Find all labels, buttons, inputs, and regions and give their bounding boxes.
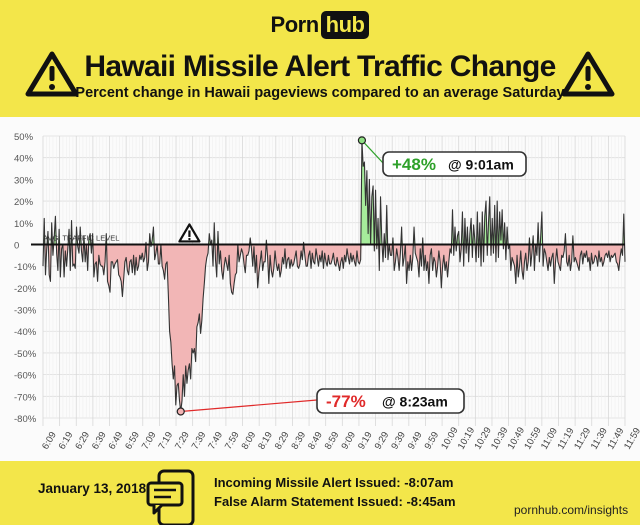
x-tick-label: 9:09 bbox=[339, 430, 358, 452]
annotation-value: +48% bbox=[392, 155, 436, 174]
warning-icon bbox=[561, 51, 615, 97]
x-tick-label: 6:29 bbox=[73, 430, 92, 452]
y-tick-label: -70% bbox=[14, 392, 37, 403]
chart-area: 50% 40% 30% 20% 10% 0 -10% -20% -30% -40% -50% -60%… bbox=[0, 117, 640, 461]
annotation-value: -77% bbox=[326, 392, 366, 411]
warning-icon bbox=[25, 51, 79, 97]
y-tick-label: 10% bbox=[14, 219, 34, 230]
y-tick-label: 0 bbox=[14, 240, 19, 251]
x-tick-label: 8:39 bbox=[290, 430, 309, 452]
annotation-box bbox=[316, 388, 465, 414]
x-tick-label: 6:49 bbox=[107, 430, 126, 452]
x-tick-label: 6:39 bbox=[90, 430, 109, 452]
page-title: Hawaii Missile Alert Traffic Change bbox=[84, 50, 556, 83]
y-tick-label: -30% bbox=[14, 306, 37, 317]
traffic-line bbox=[42, 139, 626, 413]
annotation-point bbox=[357, 136, 367, 145]
x-tick-label: 9:19 bbox=[356, 430, 375, 452]
x-tick-label: 8:59 bbox=[323, 430, 342, 452]
annotation-box bbox=[382, 151, 527, 177]
footer bbox=[0, 461, 640, 525]
x-tick-label: 9:29 bbox=[373, 430, 392, 452]
x-tick-label: 6:19 bbox=[57, 430, 76, 452]
traffic-chart: 50% 40% 30% 20% 10% 0 -10% -20% -30% -40% -50% -60%… bbox=[14, 132, 640, 452]
x-tick-label: 9:39 bbox=[389, 430, 408, 452]
x-tick-label: 7:49 bbox=[206, 430, 225, 452]
alert-marker-dot bbox=[188, 237, 191, 241]
negative-area bbox=[43, 244, 625, 412]
date-label: January 13, 2018 bbox=[38, 481, 147, 496]
y-tick-label: -50% bbox=[14, 349, 37, 360]
logo: Porn hub bbox=[0, 11, 640, 39]
y-tick-label: -40% bbox=[14, 327, 37, 338]
logo-badge: hub bbox=[320, 11, 370, 39]
baseline-label: AVG. TRAFFIC LEVEL bbox=[43, 233, 119, 242]
x-tick-label: 6:09 bbox=[40, 430, 59, 452]
x-tick-label: 6:59 bbox=[123, 430, 142, 452]
x-tick-label: 7:39 bbox=[190, 430, 209, 452]
alert-marker-bar bbox=[188, 230, 191, 237]
missile-alert-time: -8:07am bbox=[404, 475, 454, 490]
x-tick-label: 9:49 bbox=[406, 430, 425, 452]
phone-message-icon bbox=[146, 469, 195, 525]
x-tick-label: 7:19 bbox=[156, 430, 175, 452]
y-tick-label: 30% bbox=[14, 175, 34, 186]
x-tick-label: 8:19 bbox=[256, 430, 275, 452]
annotation-time: @ 8:23am bbox=[382, 394, 448, 410]
y-tick-label: -80% bbox=[14, 414, 37, 425]
y-tick-label: 20% bbox=[14, 197, 34, 208]
annotation-point bbox=[176, 407, 185, 416]
missile-alert-label: Incoming Missile Alert Issued: bbox=[214, 475, 401, 490]
x-tick-label: 7:29 bbox=[173, 430, 192, 452]
false-alarm-time: -8:45am bbox=[406, 494, 456, 509]
false-alarm-label: False Alarm Statement Issued: bbox=[214, 494, 403, 509]
x-tick-label: 7:09 bbox=[140, 430, 159, 452]
page-subtitle: Percent change in Hawaii pageviews compa… bbox=[75, 85, 565, 101]
annotation-leader bbox=[361, 139, 384, 164]
x-tick-label: 8:29 bbox=[273, 430, 292, 452]
y-tick-label: -60% bbox=[14, 371, 37, 382]
annotation-time: @ 9:01am bbox=[448, 157, 514, 173]
y-tick-label: -20% bbox=[14, 284, 37, 295]
missile-alert-note: Incoming Missile Alert Issued: -8:07am bbox=[214, 475, 453, 490]
x-tick-label: 8:09 bbox=[240, 430, 259, 452]
x-tick-label: 9:59 bbox=[423, 430, 442, 452]
header bbox=[0, 0, 640, 117]
y-tick-label: 50% bbox=[14, 132, 34, 143]
false-alarm-note: False Alarm Statement Issued: -8:45am bbox=[214, 494, 456, 509]
x-tick-label: 11:59 bbox=[622, 426, 640, 451]
x-tick-label: 7:59 bbox=[223, 430, 242, 452]
source-url: pornhub.com/insights bbox=[514, 503, 629, 517]
y-tick-label: -10% bbox=[14, 262, 37, 273]
logo-text: Porn bbox=[270, 12, 320, 37]
annotation-leader bbox=[180, 399, 318, 413]
y-tick-label: 40% bbox=[14, 154, 34, 165]
x-tick-label: 8:49 bbox=[306, 430, 325, 452]
